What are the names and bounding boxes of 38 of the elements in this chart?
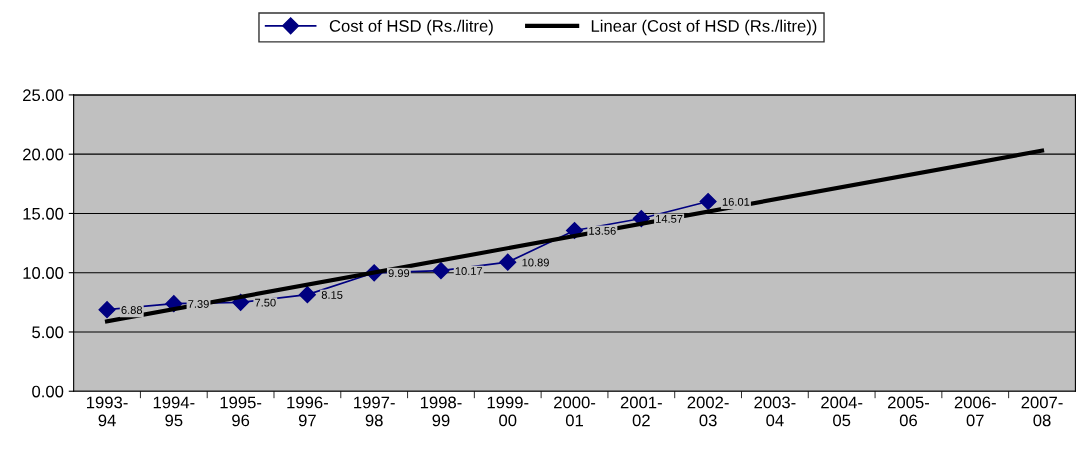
- data-label: 14.57: [656, 215, 683, 223]
- data-label: 10.17: [455, 267, 483, 275]
- y-tick-label: 25.00: [23, 89, 64, 102]
- data-label: 7.39: [188, 300, 209, 308]
- y-tick-label: 0.00: [32, 385, 64, 398]
- x-tick-label: 2000- 01: [554, 396, 596, 427]
- x-tick-label: 1997- 98: [354, 396, 395, 427]
- y-tick-label: 10.00: [23, 267, 64, 279]
- data-label: 13.56: [589, 226, 616, 235]
- x-tick-label: 2001- 02: [620, 396, 662, 427]
- legend-label: Cost of HSD (Rs./litre): [329, 19, 493, 36]
- x-tick-label: 2003- 04: [754, 396, 796, 427]
- y-tick-label: 15.00: [23, 207, 64, 220]
- x-tick-label: 2006- 07: [954, 396, 996, 427]
- x-tick-label: 2002- 03: [687, 396, 729, 427]
- data-label: 8.15: [321, 291, 343, 299]
- point: [499, 253, 517, 271]
- x-tick-label: 1993- 94: [87, 396, 128, 427]
- x-tick-label: 1995- 96: [220, 396, 262, 427]
- x-tick-label: 2005- 06: [887, 396, 930, 427]
- data-label: 10.89: [522, 258, 549, 267]
- point: [98, 301, 116, 319]
- data-label: 9.99: [388, 269, 410, 278]
- y-tick-label: 5.00: [32, 326, 64, 339]
- x-tick-label: 2007- 08: [1021, 396, 1063, 427]
- x-tick-label: 1999- 00: [487, 396, 529, 427]
- data-label: 7.50: [255, 298, 276, 307]
- y-tick-label: 20.00: [23, 148, 64, 161]
- x-tick-label: 2004- 05: [821, 396, 863, 427]
- point: [298, 286, 316, 304]
- x-tick-label: 1998- 99: [420, 396, 462, 427]
- legend-label: Linear (Cost of HSD (Rs./litre)): [591, 19, 817, 36]
- point: [699, 192, 717, 211]
- data-label: 16.01: [722, 197, 750, 206]
- data-label: 6.88: [121, 306, 143, 314]
- point: [432, 262, 450, 280]
- x-tick-label: 1994- 95: [153, 396, 195, 427]
- x-tick-label: 1996- 97: [287, 396, 328, 427]
